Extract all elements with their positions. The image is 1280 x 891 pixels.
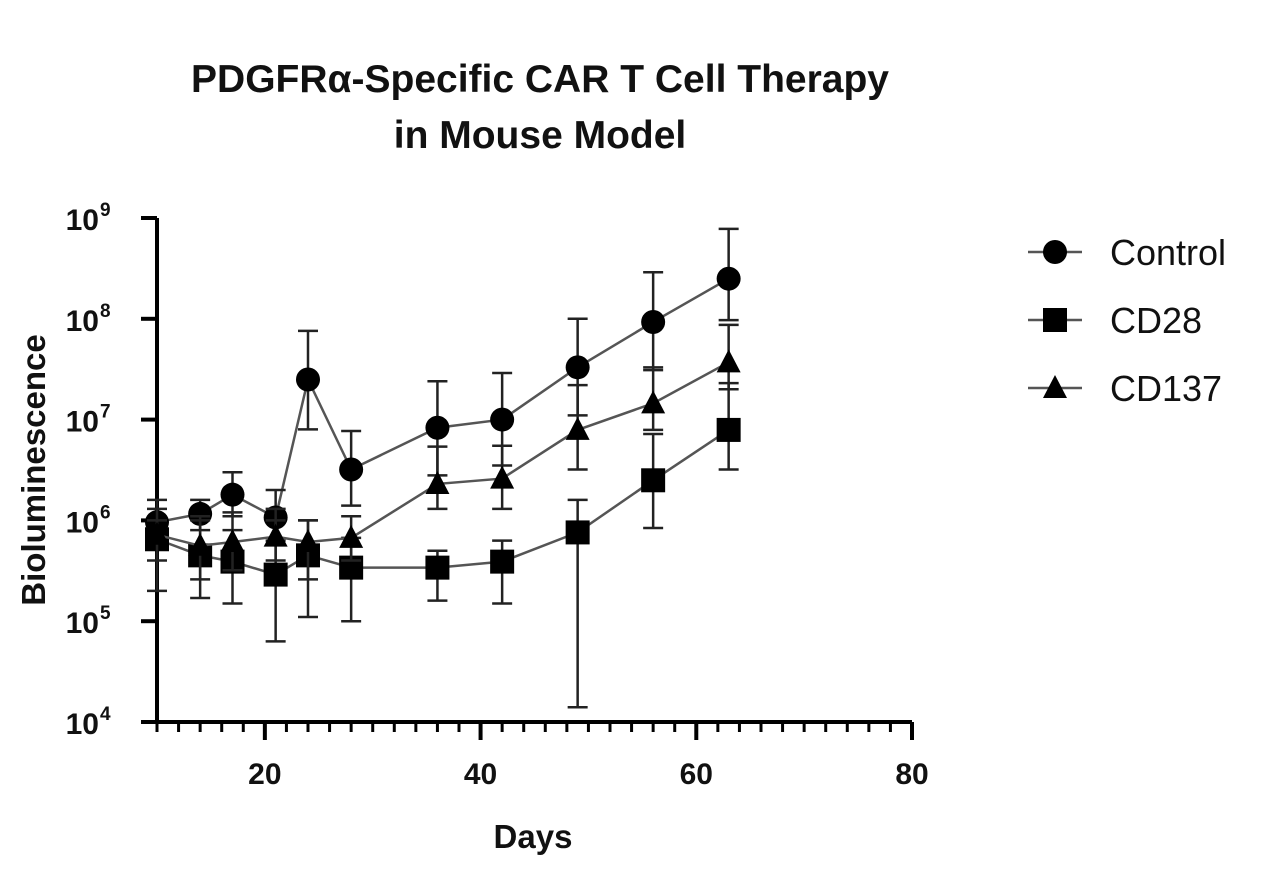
legend-item-cd28: CD28 <box>1028 300 1202 341</box>
data-point-triangle <box>565 416 590 440</box>
data-point-triangle <box>490 465 515 489</box>
square-marker-icon <box>1043 308 1067 332</box>
data-point-triangle <box>220 529 245 553</box>
data-point-triangle <box>339 524 364 548</box>
x-tick-label: 60 <box>680 758 713 791</box>
series-control <box>145 227 741 548</box>
y-tick-label: 10 <box>66 607 99 640</box>
data-point-circle <box>716 266 741 291</box>
y-tick-label: 10 <box>66 204 99 237</box>
chart-title-line-1: PDGFRα-Specific CAR T Cell Therapy <box>191 58 889 101</box>
legend-label: Control <box>1110 232 1226 273</box>
x-tick-label: 20 <box>248 758 281 791</box>
data-point-triangle <box>145 521 169 545</box>
data-point-triangle <box>188 532 213 556</box>
legend-label: CD137 <box>1110 368 1222 409</box>
data-point-square <box>425 555 450 580</box>
y-tick-label: 10 <box>66 708 99 741</box>
data-point-triangle <box>296 529 320 553</box>
legend-item-cd137: CD137 <box>1028 368 1222 409</box>
y-axis-label: Bioluminescence <box>15 334 52 605</box>
data-point-triangle <box>425 470 450 494</box>
x-tick-label: 40 <box>464 758 497 791</box>
data-point-circle <box>296 367 320 392</box>
data-point-circle <box>641 309 666 334</box>
data-point-circle <box>425 415 450 440</box>
data-point-circle <box>339 457 364 482</box>
data-point-triangle <box>716 349 741 373</box>
series-line <box>156 361 730 548</box>
y-tick-exponent: 8 <box>100 301 111 322</box>
data-point-circle <box>490 407 515 432</box>
y-tick-exponent: 7 <box>100 402 111 423</box>
data-point-triangle <box>641 390 666 414</box>
y-tick-exponent: 4 <box>100 704 111 725</box>
data-point-circle <box>565 355 590 380</box>
chart-title-line-2: in Mouse Model <box>394 114 687 157</box>
x-axis-label: Days <box>494 818 573 855</box>
data-point-square <box>641 468 666 493</box>
y-tick-exponent: 5 <box>100 603 111 624</box>
y-tick-exponent: 6 <box>100 502 111 523</box>
y-tick-exponent: 9 <box>100 200 111 221</box>
legend-item-control: Control <box>1028 232 1226 273</box>
data-point-square <box>716 417 741 442</box>
triangle-marker-icon <box>1043 375 1067 398</box>
y-tick-label: 10 <box>66 305 99 338</box>
data-point-square <box>490 549 515 574</box>
legend-label: CD28 <box>1110 300 1202 341</box>
data-point-square <box>565 520 590 545</box>
y-tick-label: 10 <box>66 506 99 539</box>
legend: Control CD28 CD137 <box>1028 232 1226 409</box>
data-point-circle <box>220 482 245 507</box>
plot-area <box>145 227 741 709</box>
data-point-triangle <box>263 523 288 547</box>
circle-marker-icon <box>1043 240 1067 264</box>
series-cd137 <box>145 323 741 581</box>
data-point-square <box>263 562 288 587</box>
y-tick-label: 10 <box>66 406 99 439</box>
x-tick-label: 80 <box>895 758 928 791</box>
